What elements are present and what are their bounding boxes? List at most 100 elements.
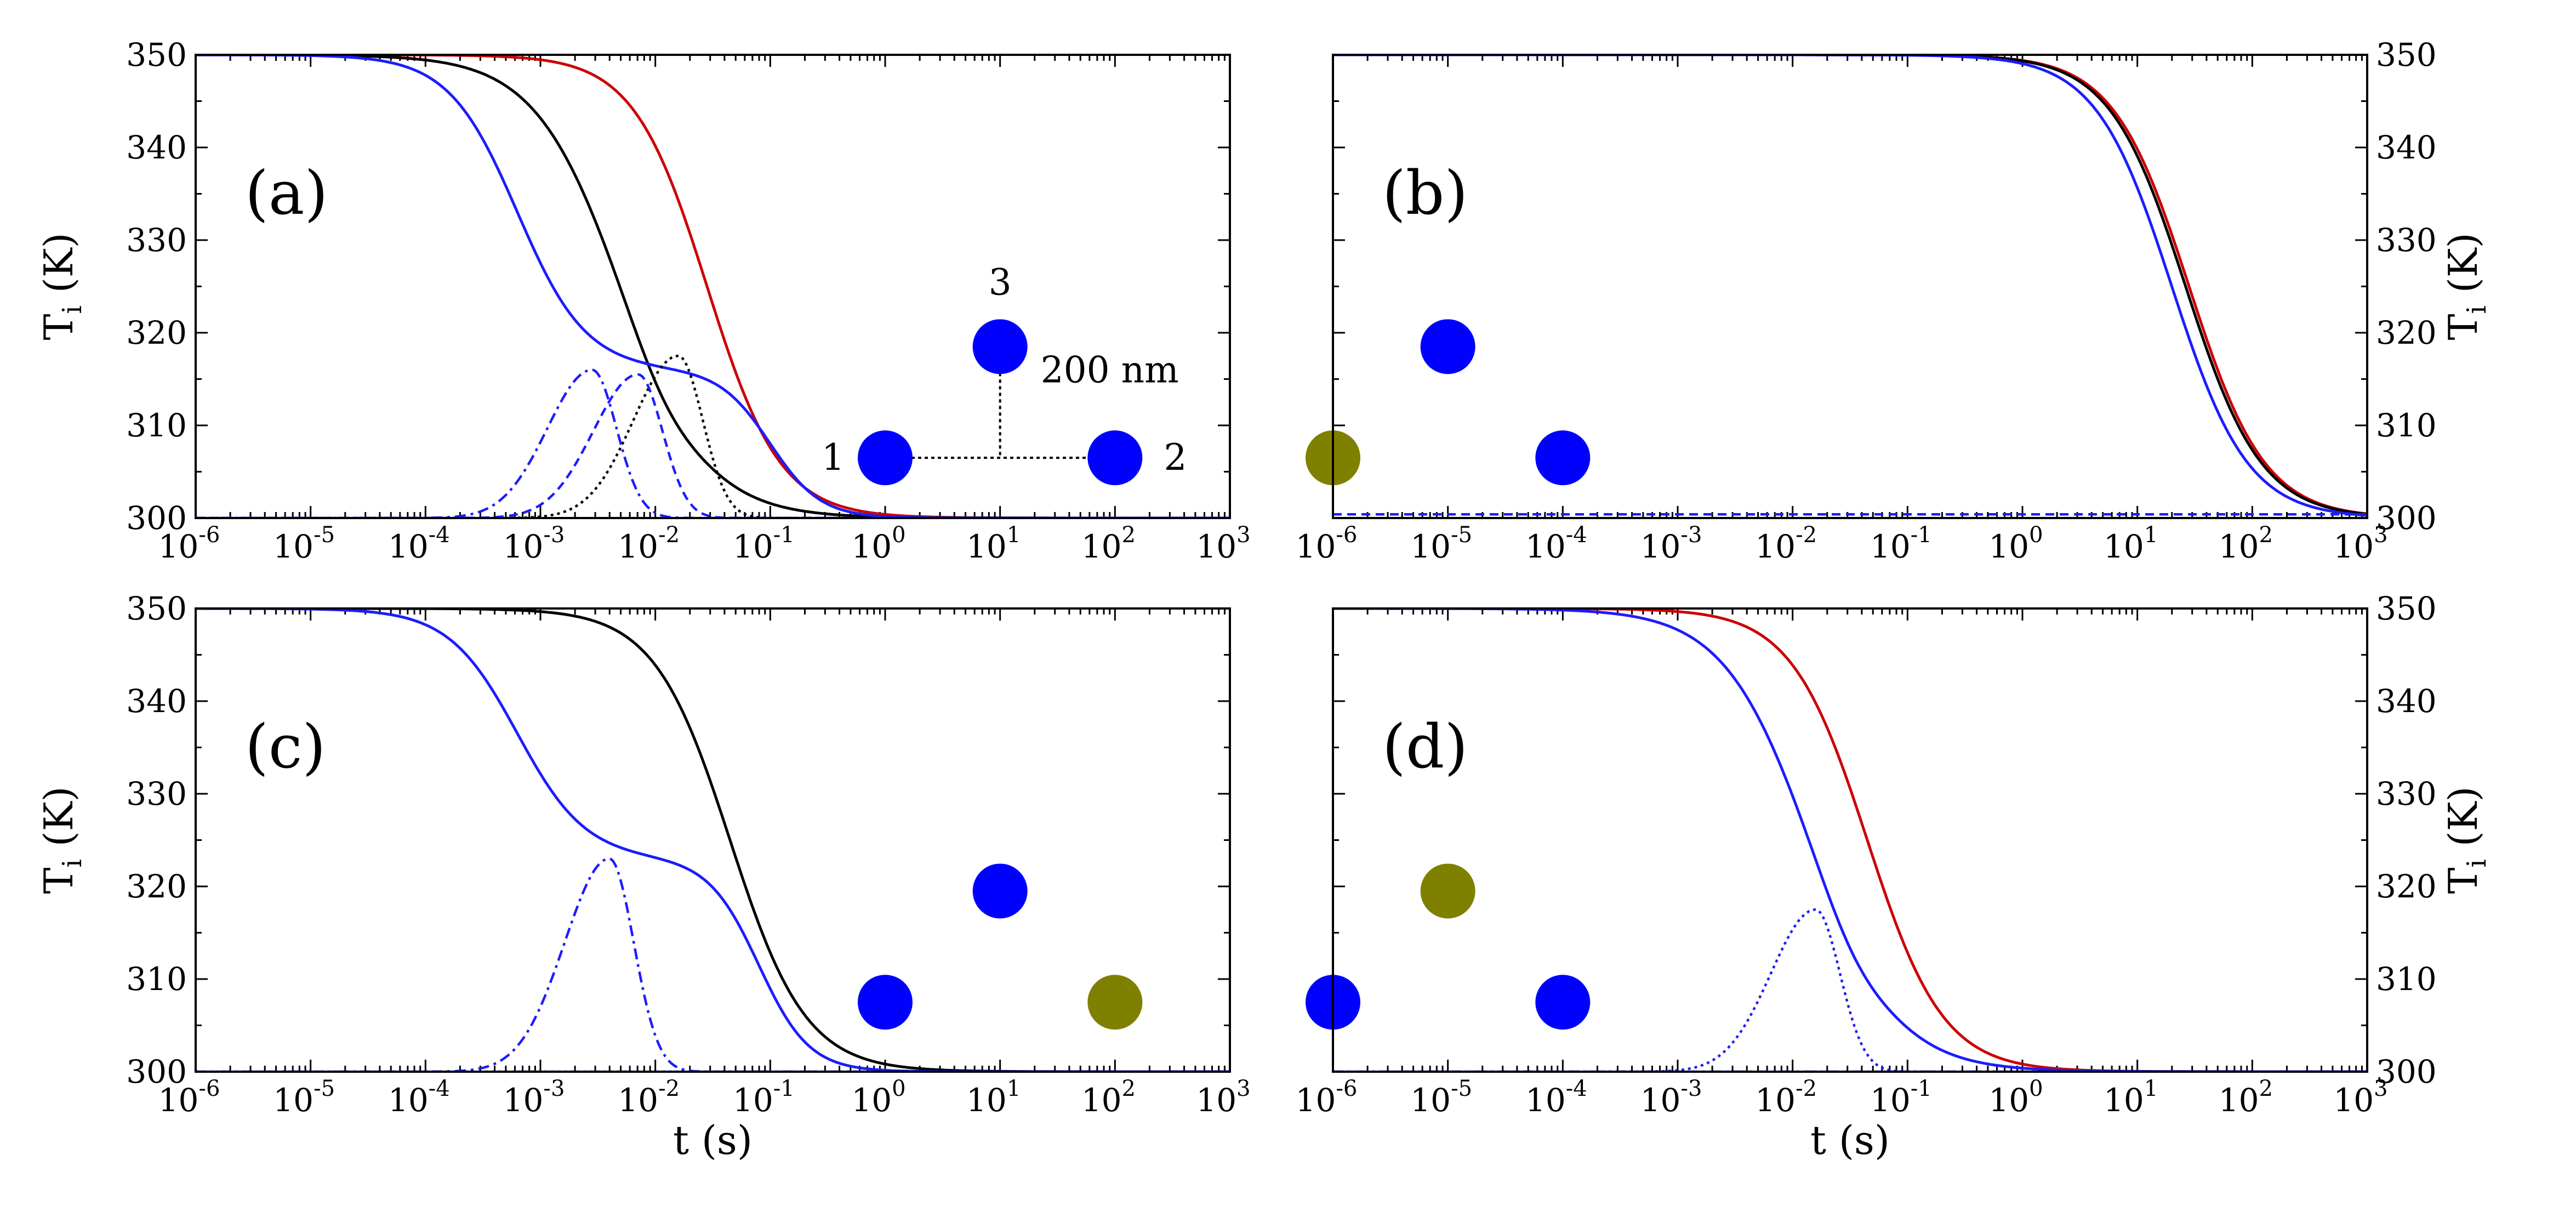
x-tick-label: 100 [851,1076,905,1119]
x-tick-label: 101 [2104,522,2158,565]
y-tick-label: 340 [126,129,187,166]
series-red-solid [196,55,1230,518]
series-blue-dotted [1333,908,2367,1072]
y-tick-label: 320 [2376,868,2437,905]
x-tick-label: 102 [2219,522,2273,565]
particle-3 [1420,319,1475,374]
x-tick-label: 100 [851,522,905,565]
series-blue-solid [1333,55,2367,517]
y-axis-title: Ti (K) [2440,232,2492,340]
x-tick-label: 10-3 [1640,522,1702,565]
series-black-dotted [196,355,1230,518]
particle-2 [1535,975,1591,1030]
particle-label-1: 1 [822,436,845,479]
x-tick-label: 10-6 [158,522,220,565]
x-tick-label: 100 [1988,522,2043,565]
x-tick-label: 10-2 [1755,1076,1817,1119]
x-tick-label: 10-3 [503,522,565,565]
x-axis-title: t (s) [673,1117,753,1163]
x-tick-label: 10-5 [1410,522,1472,565]
y-tick-label: 330 [126,221,187,259]
x-tick-label: 10-3 [503,1076,565,1119]
series-red-solid [1333,55,2367,515]
y-tick-label: 310 [2376,960,2437,998]
particle-1 [858,430,913,486]
x-tick-label: 10-5 [273,522,335,565]
x-tick-label: 10-3 [1640,1076,1702,1119]
panel-c: 10-6 10-5 10-4 10-3 10-2 10-1 100 101 102 1033003… [36,590,1251,1163]
x-tick-label: 10-4 [1525,1076,1587,1119]
particle-2 [1535,430,1591,486]
y-tick-label: 310 [126,407,187,444]
x-tick-label: 101 [2104,1076,2158,1119]
x-tick-label: 100 [1988,1076,2043,1119]
series-red-solid [1333,608,2367,1072]
particle-3 [972,319,1028,374]
x-tick-label: 10-1 [1870,1076,1932,1119]
y-axis-title: Ti (K) [36,786,88,894]
y-axis-title: Ti (K) [2440,786,2492,894]
panel-b: 10-6 10-5 10-4 10-3 10-2 10-1 100 101 102 1033003… [1296,36,2492,565]
y-tick-label: 350 [2376,36,2437,73]
panel-d: 10-6 10-5 10-4 10-3 10-2 10-1 100 101 102 1033003… [1296,590,2492,1163]
y-tick-label: 300 [126,1053,187,1090]
plot-frame [195,54,1231,519]
y-tick-label: 340 [2376,682,2437,720]
x-tick-label: 10-5 [1410,1076,1472,1119]
y-tick-label: 310 [2376,407,2437,444]
x-tick-label: 101 [966,1076,1021,1119]
particle-3 [1420,863,1475,919]
series-blue-solid [1333,608,2367,1072]
y-tick-label: 330 [2376,221,2437,259]
panel-label: (d) [1382,712,1468,782]
x-tick-label: 10-4 [1525,522,1587,565]
y-tick-label: 300 [2376,1053,2437,1090]
x-tick-label: 102 [1081,522,1136,565]
x-axis-title: t (s) [1810,1117,1890,1163]
x-tick-label: 10-6 [1296,1076,1358,1119]
y-tick-label: 330 [2376,775,2437,812]
x-tick-label: 10-2 [618,1076,680,1119]
series-blue-dash-dot [196,857,1230,1072]
y-tick-label: 350 [2376,590,2437,627]
x-tick-label: 10-1 [733,522,795,565]
particle-1 [858,975,913,1030]
x-tick-label: 10-6 [1296,522,1358,565]
y-tick-label: 350 [126,36,187,73]
y-tick-label: 340 [2376,129,2437,166]
y-tick-label: 330 [126,775,187,812]
particle-2 [1087,430,1143,486]
x-tick-label: 10-2 [618,522,680,565]
series-black-solid [196,55,1230,518]
x-tick-label: 102 [1081,1076,1136,1119]
series-black-solid [196,608,1230,1072]
y-tick-label: 320 [126,314,187,351]
plot-frame [1332,607,2368,1073]
y-axis-title: Ti (K) [36,232,88,340]
series-black-solid [1333,55,2367,516]
x-tick-label: 10-5 [273,1076,335,1119]
y-tick-label: 320 [2376,314,2437,351]
x-tick-label: 10-1 [1870,522,1932,565]
series-blue-solid [196,55,1230,518]
plot-frame [195,607,1231,1073]
series-blue-solid [196,608,1230,1072]
series-blue-dash-dot [196,368,1230,518]
particle-label-2: 2 [1164,436,1187,479]
panel-label: (a) [245,158,328,228]
panel-a: 10-6 10-5 10-4 10-3 10-2 10-1 100 101 102 103 300 3… [36,36,1251,565]
particle-2 [1087,975,1143,1030]
x-tick-label: 103 [1196,522,1250,565]
x-tick-label: 103 [1196,1076,1250,1119]
panel-label: (c) [245,712,326,782]
y-tick-label: 300 [2376,499,2437,537]
x-tick-label: 101 [966,522,1021,565]
x-tick-label: 10-4 [388,522,450,565]
x-tick-label: 102 [2219,1076,2273,1119]
series-blue-dashed [196,373,1230,518]
panel-label: (b) [1382,158,1468,228]
y-tick-label: 350 [126,590,187,627]
y-tick-label: 340 [126,682,187,720]
y-tick-label: 300 [126,499,187,537]
